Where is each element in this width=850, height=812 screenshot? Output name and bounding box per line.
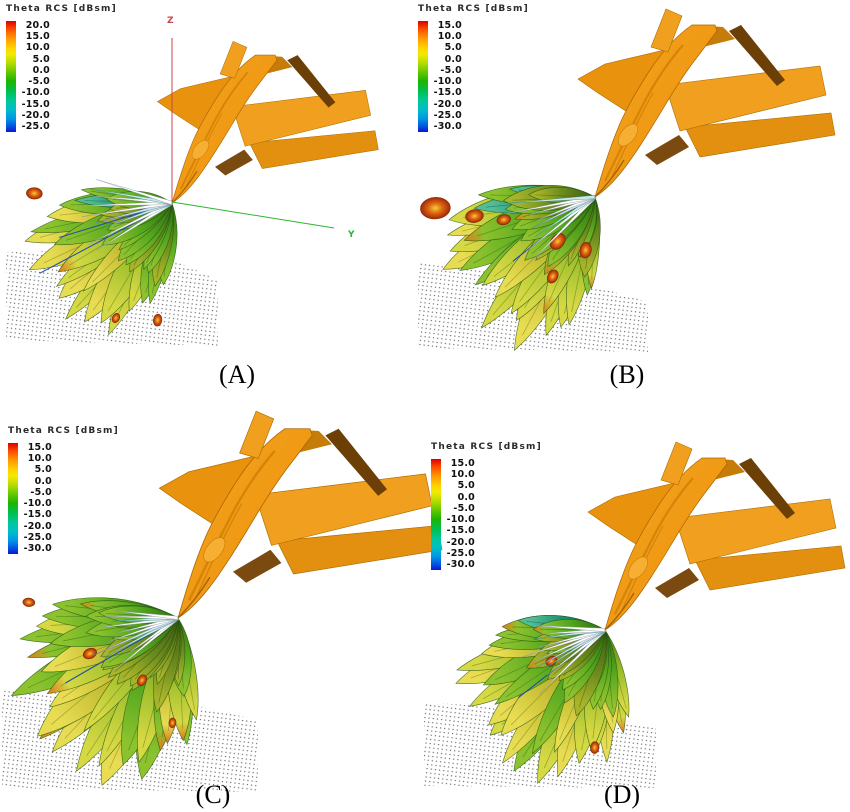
rcs-hotspot [465, 209, 484, 223]
colorbar-tick-label: 15.0 [27, 442, 52, 453]
colorbar-gradient [6, 21, 16, 132]
panel-caption-b: (B) [609, 360, 645, 389]
colorbar-panel-b: Theta RCS [dBsm] 15.0 10.0 5.0 0.0 -5.0 -10.0… [418, 4, 529, 132]
aircraft-model [158, 409, 444, 620]
panel-B-art [418, 7, 837, 352]
panel-caption-c: (C) [195, 780, 231, 809]
rcs-hotspot [496, 214, 511, 226]
panel-caption-a: (A) [218, 360, 256, 389]
colorbar-tick-label: -25.0 [21, 120, 50, 132]
colorbar-tick-label: -20.0 [21, 109, 50, 121]
colorbar-tick-label: -15.0 [23, 509, 52, 521]
colorbar-tick-label: -20.0 [433, 98, 462, 110]
colorbar-tick-label: -20.0 [23, 520, 52, 532]
colorbar-tick-label: 20.0 [25, 20, 50, 31]
aircraft-model [576, 7, 837, 199]
colorbar-tick-label: -30.0 [23, 542, 52, 554]
colorbar-tick-label: -25.0 [23, 531, 52, 543]
rcs-hotspot [546, 269, 559, 284]
colorbar-tick-label: 10.0 [450, 469, 475, 481]
rcs-hotspot [82, 647, 97, 660]
colorbar-tick-label: -25.0 [433, 109, 462, 121]
colorbar-tick-label: 0.0 [32, 64, 50, 76]
rcs-hotspot [111, 313, 121, 324]
colorbar-tick-label: 10.0 [27, 453, 52, 465]
aircraft-model [156, 40, 380, 204]
colorbar-title: Theta RCS [dBsm] [8, 426, 119, 436]
colorbar-tick-label: 15.0 [450, 458, 475, 469]
colorbar-tick-label: -15.0 [21, 98, 50, 110]
colorbar-panel-d: Theta RCS [dBsm] 15.0 10.0 5.0 0.0 -5.0 -10.0… [431, 442, 542, 570]
axis-line-y [171, 201, 335, 229]
rcs-hotspot [590, 741, 600, 754]
colorbar-tick-label: 15.0 [25, 31, 50, 43]
colorbar-tick-label: -10.0 [446, 514, 475, 526]
colorbar-tick-label: -15.0 [433, 87, 462, 99]
colorbar-gradient [8, 443, 18, 554]
colorbar-panel-a: Theta RCS [dBsm] 20.0 15.0 10.0 5.0 0.0 -5.0-… [6, 4, 117, 132]
colorbar-tick-label: -15.0 [446, 525, 475, 537]
colorbar-tick-label: -30.0 [433, 120, 462, 132]
colorbar-tick-label: -5.0 [453, 502, 475, 514]
rcs-hotspot [153, 313, 163, 327]
rcs-hotspot [420, 197, 451, 220]
colorbar-tick-label: -5.0 [28, 76, 50, 88]
colorbar-tick-label: 5.0 [457, 480, 475, 492]
colorbar-tick-label: 0.0 [457, 491, 475, 503]
rcs-hotspot [545, 655, 558, 667]
rcs-hotspot [168, 717, 177, 729]
panel-caption-d: (D) [603, 780, 641, 809]
colorbar-title: Theta RCS [dBsm] [6, 4, 117, 14]
colorbar-tick-label: -5.0 [30, 486, 52, 498]
colorbar-tick-label: -25.0 [446, 547, 475, 559]
colorbar-tick-labels: 15.0 10.0 5.0 0.0 -5.0 -10.0 -15.0 -20.0 -25.0 -3… [432, 21, 462, 132]
colorbar-tick-label: -5.0 [440, 64, 462, 76]
colorbar-title: Theta RCS [dBsm] [418, 4, 529, 14]
rcs-lobe-rib [535, 194, 588, 198]
colorbar-tick-label: -30.0 [446, 558, 475, 570]
colorbar-tick-label: 0.0 [444, 53, 462, 65]
colorbar-tick-label: 10.0 [25, 42, 50, 54]
colorbar-tick-labels: 15.0 10.0 5.0 0.0 -5.0 -10.0 -15.0 -20.0 -25.0 -3… [445, 459, 475, 570]
colorbar-gradient [431, 459, 441, 570]
rcs-hotspot [136, 674, 148, 687]
colorbar-title: Theta RCS [dBsm] [431, 442, 542, 452]
colorbar-tick-label: 10.0 [437, 31, 462, 43]
colorbar-tick-label: 5.0 [32, 53, 50, 65]
panel-C-art [2, 409, 444, 792]
aircraft-model [586, 440, 847, 632]
colorbar-tick-labels: 20.0 15.0 10.0 5.0 0.0 -5.0 -10.0 -15.0 -20.0 -25… [20, 21, 50, 132]
colorbar-tick-label: -10.0 [23, 498, 52, 510]
axis-label-y: Y [348, 230, 355, 240]
colorbar-tick-label: 0.0 [34, 475, 52, 487]
colorbar-tick-label: 15.0 [437, 20, 462, 31]
colorbar-tick-label: -10.0 [21, 87, 50, 99]
colorbar-tick-label: 5.0 [444, 42, 462, 54]
rcs-hotspot [26, 187, 43, 200]
colorbar-tick-label: -20.0 [446, 536, 475, 548]
colorbar-tick-labels: 15.0 10.0 5.0 0.0 -5.0 -10.0 -15.0 -20.0 -25.0 -3… [22, 443, 52, 554]
axis-label-z: Z [167, 16, 174, 26]
colorbar-panel-c: Theta RCS [dBsm] 15.0 10.0 5.0 0.0 -5.0 -10.0… [8, 426, 119, 554]
rcs-hotspot [579, 241, 592, 259]
panel-D-art [424, 440, 847, 788]
colorbar-gradient [418, 21, 428, 132]
colorbar-tick-label: -10.0 [433, 76, 462, 88]
colorbar-tick-label: 5.0 [34, 464, 52, 476]
panel-A-art [6, 38, 380, 346]
rcs-hotspot [22, 597, 36, 607]
